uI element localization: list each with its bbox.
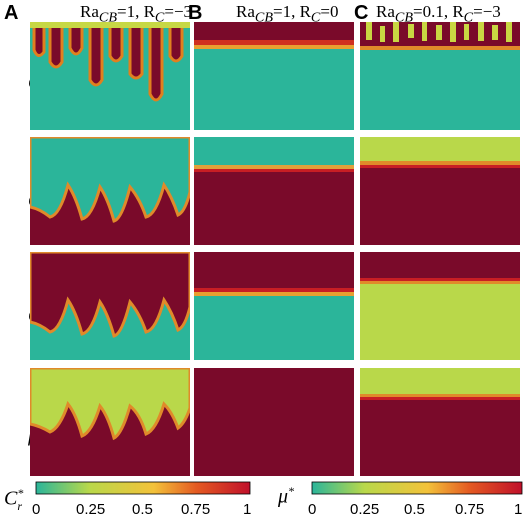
column-letter-b: B: [188, 2, 203, 24]
panel-c-mu: [360, 368, 520, 476]
panel-c-ca: [360, 22, 520, 130]
colorbar-mu-tick: 0: [308, 501, 317, 518]
panel-a-cb: [30, 137, 190, 245]
column-title-c: RaCB=0.1, RC=−3: [376, 2, 501, 26]
column-title-a: RaCB=1, RC=−3: [80, 2, 193, 26]
colorbar-mu-title: μ*: [278, 484, 295, 508]
colorbar-mu-tick: 0.5: [404, 501, 425, 518]
colorbar-mu-tick: 0.75: [455, 501, 485, 518]
panel-c-cc: [360, 252, 520, 360]
panel-b-cc: [194, 252, 354, 360]
colorbar-cr-title: C*r: [4, 486, 24, 513]
column-letter-a: A: [4, 2, 19, 24]
panel-c-cb: [360, 137, 520, 245]
colorbars: [35, 481, 523, 495]
column-letter-c: C: [354, 2, 369, 24]
colorbar-cr-tick: 0.25: [76, 501, 106, 518]
colorbar-cr-tick: 0: [32, 501, 41, 518]
colorbar-cr-tick: 0.5: [132, 501, 153, 518]
column-title-b: RaCB=1, RC=0: [236, 2, 339, 26]
colorbar-cr-bar: [35, 481, 251, 495]
colorbar-mu-tick: 0.25: [350, 501, 380, 518]
colorbar-mu-tick: 1: [514, 501, 523, 518]
panel-a-ca: [30, 22, 190, 130]
panel-b-mu: [194, 368, 354, 476]
colorbar-cr-tick: 1: [243, 501, 252, 518]
panel-b-cb: [194, 137, 354, 245]
colorbar-cr-tick: 0.75: [181, 501, 211, 518]
colorbar-mu-bar: [311, 481, 523, 495]
panel-b-ca: [194, 22, 354, 130]
panel-a-cc: [30, 252, 190, 360]
panel-a-mu: [30, 368, 190, 476]
